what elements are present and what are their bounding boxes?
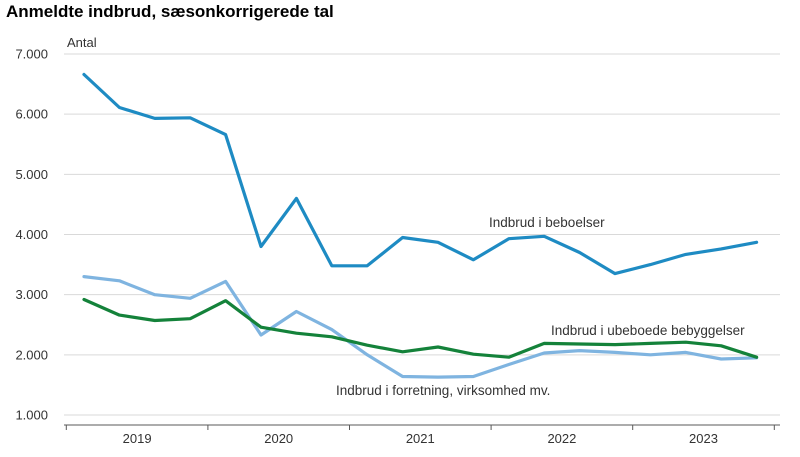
x-axis: 2019 2020 2021 2022 2023	[64, 424, 780, 446]
series-line	[82, 72, 759, 276]
y-tick-label: 2.000	[15, 347, 48, 362]
x-tick-label: 2022	[547, 431, 576, 446]
gridlines	[64, 53, 780, 416]
y-tick-label: 1.000	[15, 408, 48, 423]
x-tick-label: 2021	[406, 431, 435, 446]
y-axis-label: Antal	[67, 35, 97, 50]
series-labels: Indbrud i beboelser Indbrud i forretning,…	[336, 215, 745, 398]
x-tick-label: 2023	[689, 431, 718, 446]
series-label: Indbrud i forretning, virksomhed mv.	[336, 383, 550, 398]
series-label: Indbrud i beboelser	[489, 215, 605, 230]
y-tick-label: 6.000	[15, 107, 48, 122]
y-axis-ticks: 1.000 2.000 3.000 4.000 5.000 6.000 7.000	[15, 47, 48, 423]
y-tick-label: 5.000	[15, 167, 48, 182]
y-tick-label: 7.000	[15, 47, 48, 62]
series-lines	[82, 72, 759, 379]
series-label: Indbrud i ubeboede bebyggelser	[551, 323, 745, 338]
series-line	[82, 297, 759, 359]
series-line	[82, 275, 759, 379]
x-tick-label: 2020	[264, 431, 293, 446]
chart-title: Anmeldte indbrud, sæsonkorrigerede tal	[6, 2, 334, 21]
x-tick-label: 2019	[123, 431, 152, 446]
y-tick-label: 4.000	[15, 227, 48, 242]
y-tick-label: 3.000	[15, 287, 48, 302]
